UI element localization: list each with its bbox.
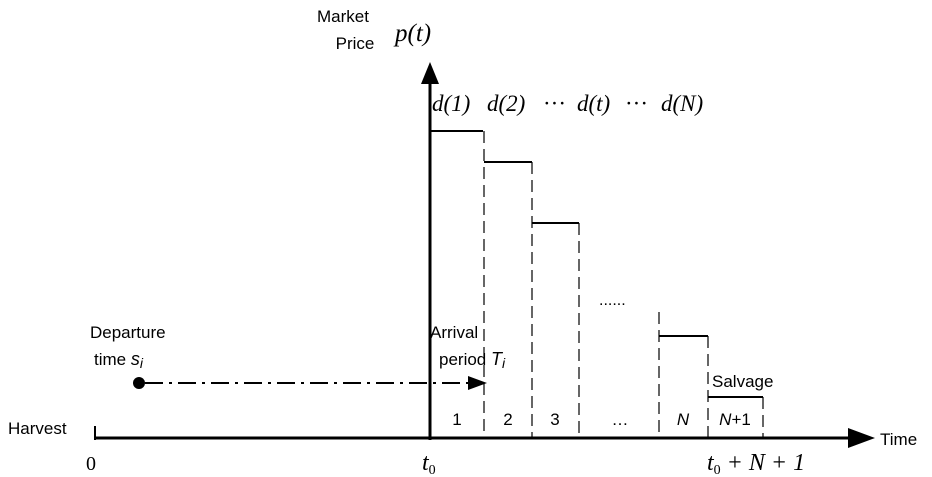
t0-label: t0 [422, 450, 436, 477]
y-symbol: p(t) [393, 20, 431, 47]
demand-label-1: d(1) [432, 91, 470, 116]
salvage-label: Salvage [712, 372, 773, 391]
departure-arrowhead [468, 376, 487, 390]
period-1: 1 [452, 410, 461, 429]
time-axis-arrowhead [848, 428, 875, 448]
demand-dots-1: ··· [543, 91, 566, 116]
y-label-market: Market [317, 7, 369, 26]
demand-dots-2: ··· [625, 91, 648, 116]
period-n-plus-1: N+1 [719, 410, 751, 429]
end-time-label: t0 + N + 1 [707, 450, 805, 477]
demand-label-2: d(2) [487, 91, 525, 116]
demand-label-t: d(t) [577, 91, 610, 116]
arrival-label-line2: period Ti [439, 349, 506, 371]
time-label: Time [880, 430, 917, 449]
period-3: 3 [550, 410, 559, 429]
arrival-label-line1: Arrival [430, 323, 478, 342]
period-n: N [677, 410, 690, 429]
y-label-price: Price [336, 34, 375, 53]
price-axis-arrowhead [421, 62, 439, 84]
harvest-label: Harvest [8, 419, 67, 438]
departure-dot [133, 377, 145, 389]
period-dots: … [612, 410, 629, 429]
middle-dots: ...... [599, 292, 626, 309]
origin-label: 0 [86, 453, 96, 475]
period-boundaries [483, 131, 764, 438]
departure-label-line1: Departure [90, 323, 166, 342]
demand-label-n: d(N) [661, 91, 703, 116]
departure-label-line2: time si [94, 349, 144, 371]
period-2: 2 [503, 410, 512, 429]
